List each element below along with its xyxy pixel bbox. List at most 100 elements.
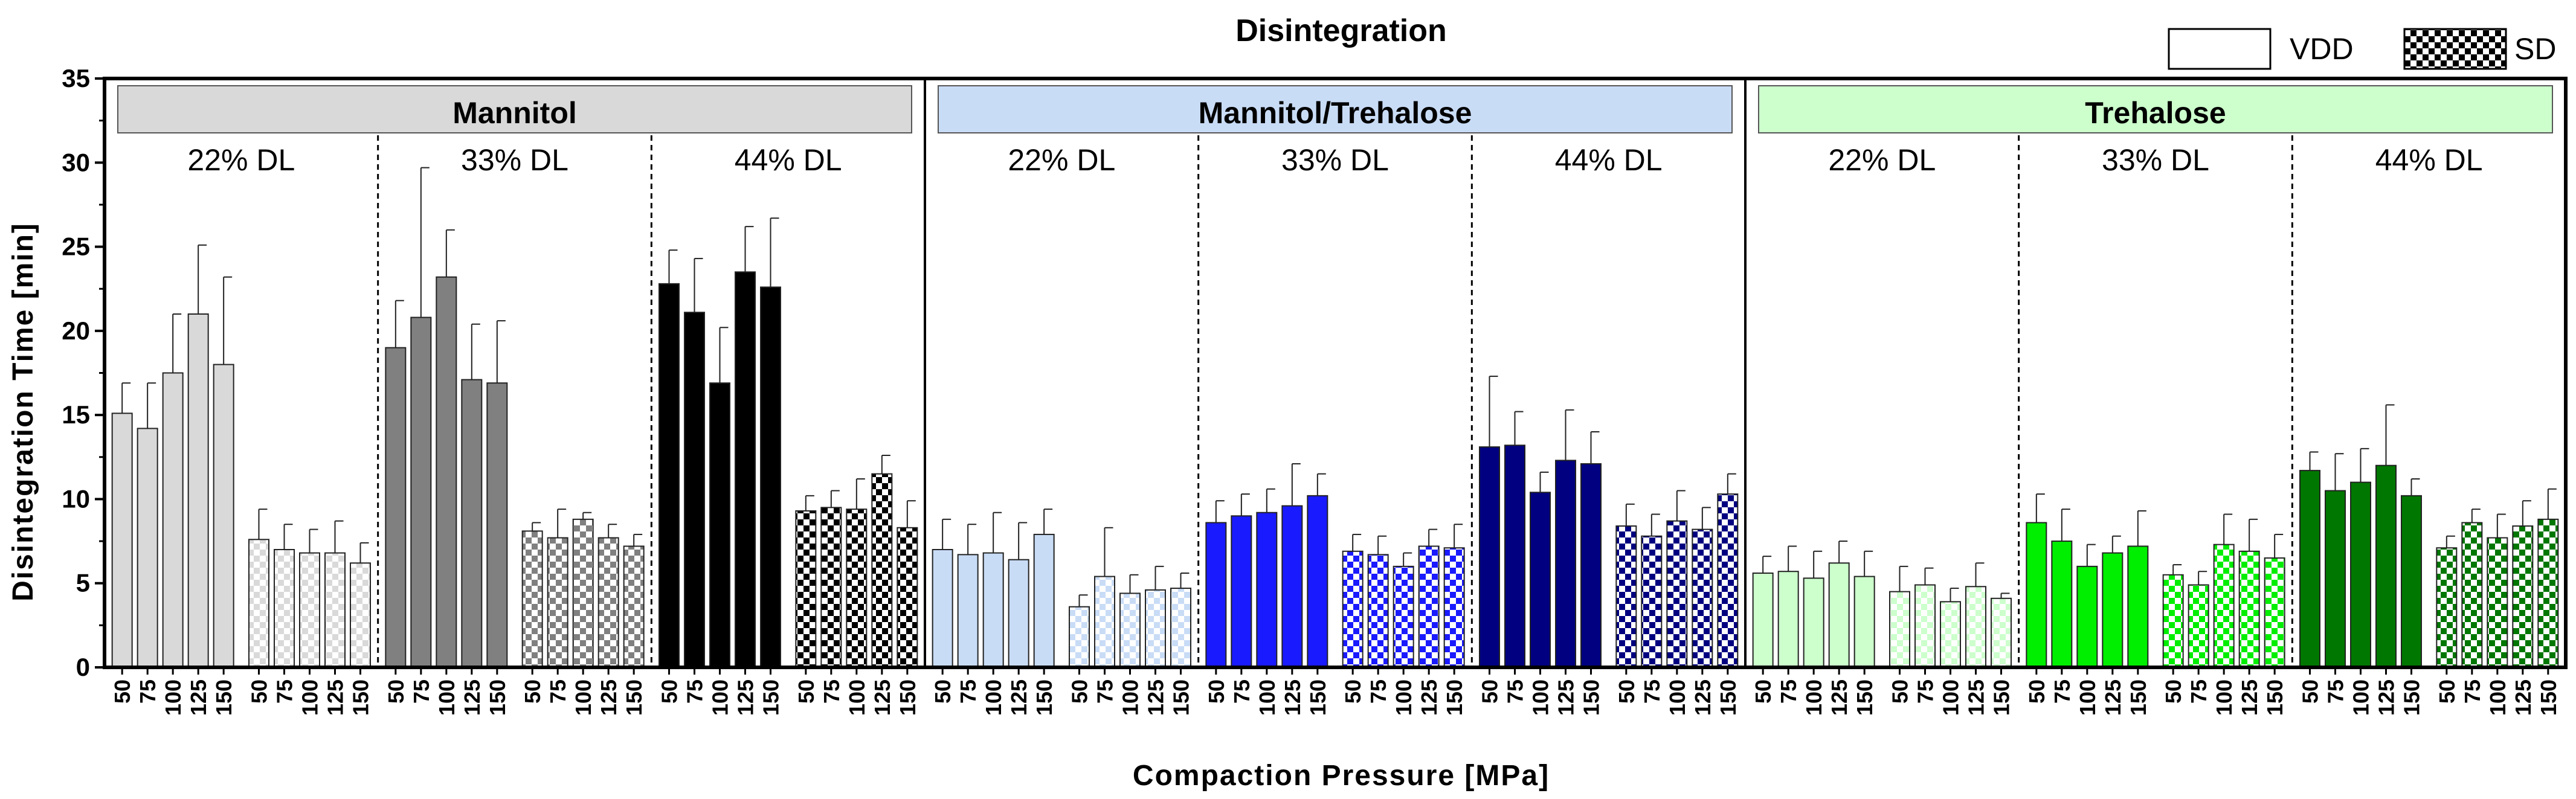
dl-label: 22% DL — [1828, 143, 1936, 177]
bar — [1094, 576, 1115, 668]
x-tick-label: 125 — [2101, 679, 2125, 716]
bar — [2375, 464, 2397, 668]
plot-frame — [103, 77, 2568, 669]
bar — [1777, 571, 1799, 669]
x-tick-label: 50 — [1751, 679, 1776, 704]
bar — [795, 510, 817, 669]
x-tick-label: 150 — [2262, 679, 2287, 716]
x-tick-label: 100 — [2349, 679, 2374, 716]
bar — [2537, 518, 2559, 668]
bar — [1853, 576, 1875, 668]
x-tick-label: 150 — [1852, 679, 1877, 716]
bar — [1205, 522, 1227, 669]
x-tick-label: 50 — [384, 679, 408, 704]
x-tick-label: 50 — [110, 679, 135, 704]
panel-header — [938, 85, 1733, 133]
bar — [1367, 554, 1389, 668]
x-tick-label: 50 — [1341, 679, 1365, 704]
bar — [957, 554, 979, 668]
x-tick-label: 150 — [1306, 679, 1330, 716]
bar — [248, 539, 269, 668]
x-tick-label: 100 — [434, 679, 459, 716]
bar — [1504, 444, 1525, 668]
x-tick-label: 150 — [1032, 679, 1057, 716]
x-tick-label: 125 — [1417, 679, 1441, 716]
x-tick-label: 100 — [1528, 679, 1553, 716]
dl-label: 22% DL — [187, 143, 295, 177]
x-tick-label: 150 — [349, 679, 373, 716]
bar — [1530, 492, 1551, 668]
bar — [1069, 606, 1090, 669]
x-tick-label: 150 — [211, 679, 236, 716]
bar — [982, 552, 1004, 668]
x-tick-label: 125 — [1964, 679, 1989, 716]
bar — [760, 286, 781, 668]
y-tick-label: 20 — [62, 316, 90, 345]
bar — [2213, 544, 2235, 669]
x-tick-label: 50 — [2435, 679, 2459, 704]
x-tick-label: 75 — [956, 679, 980, 704]
bar — [1641, 535, 1663, 669]
bar — [2264, 557, 2285, 669]
x-tick-label: 100 — [161, 679, 185, 716]
bar — [1443, 547, 1465, 669]
bar — [1692, 528, 1713, 668]
x-tick-label: 125 — [2374, 679, 2399, 716]
x-tick-label: 50 — [1204, 679, 1229, 704]
x-tick-label: 75 — [819, 679, 844, 704]
x-tick-label: 125 — [2511, 679, 2536, 716]
bar — [299, 552, 320, 668]
x-tick-label: 150 — [2400, 679, 2424, 716]
bar — [1033, 533, 1055, 669]
x-tick-label: 150 — [2126, 679, 2151, 716]
panel-header — [1758, 85, 2553, 133]
x-tick-label: 150 — [759, 679, 784, 716]
bar — [1555, 460, 1576, 668]
x-tick-label: 125 — [323, 679, 348, 716]
x-tick-label: 50 — [1888, 679, 1913, 704]
x-tick-label: 125 — [1280, 679, 1305, 716]
bar — [1119, 592, 1141, 669]
bar — [1717, 493, 1739, 668]
bar — [1914, 584, 1936, 668]
bar — [572, 518, 594, 668]
bar — [137, 428, 158, 669]
bar — [2162, 574, 2184, 668]
x-tick-label: 150 — [1716, 679, 1740, 716]
x-axis-label: Compaction Pressure [MPa] — [1133, 760, 1550, 792]
x-tick-label: 150 — [485, 679, 510, 716]
dl-label: 22% DL — [1008, 143, 1115, 177]
chart-title: Disintegration — [1235, 13, 1447, 48]
x-tick-label: 100 — [708, 679, 733, 716]
bar — [2238, 550, 2260, 668]
x-tick-label: 125 — [460, 679, 485, 716]
bar — [1231, 515, 1252, 668]
x-tick-label: 125 — [870, 679, 895, 716]
x-tick-label: 100 — [845, 679, 869, 716]
bar — [1170, 588, 1191, 668]
bar — [658, 283, 680, 669]
bar — [2401, 495, 2422, 668]
bar — [2127, 545, 2149, 669]
bar — [1991, 597, 2012, 668]
x-tick-label: 75 — [272, 679, 297, 704]
bar — [2102, 552, 2124, 668]
bar — [1307, 495, 1328, 668]
bar — [846, 509, 868, 669]
x-tick-label: 100 — [981, 679, 1006, 716]
x-tick-label: 75 — [2050, 679, 2075, 704]
x-tick-label: 50 — [520, 679, 545, 704]
x-tick-label: 150 — [1442, 679, 1467, 716]
bar — [1479, 446, 1500, 668]
panel-title: Mannitol — [452, 96, 577, 130]
dl-label: 44% DL — [2375, 143, 2483, 177]
panel-title: Mannitol/Trehalose — [1199, 96, 1472, 130]
bar — [735, 271, 756, 669]
x-tick-label: 125 — [186, 679, 211, 716]
bar — [1965, 586, 1986, 668]
y-tick-label: 10 — [62, 484, 90, 513]
y-tick-label: 15 — [62, 400, 90, 429]
x-tick-label: 125 — [1690, 679, 1715, 716]
x-tick-label: 100 — [1255, 679, 1280, 716]
y-tick-label: 35 — [62, 64, 90, 92]
